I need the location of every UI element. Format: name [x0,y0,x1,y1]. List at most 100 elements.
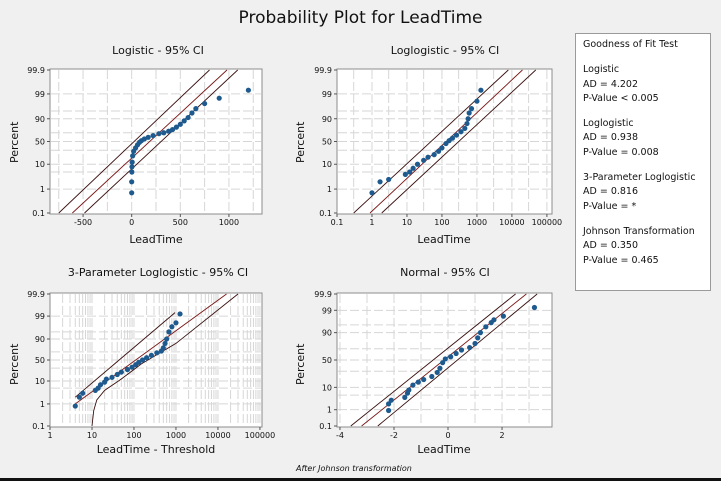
y-tick-label: 0.1 [319,422,332,431]
data-point [475,335,481,341]
x-tick-label: 10 [87,431,97,440]
data-point [72,403,78,409]
y-tick-label: 99 [322,306,332,315]
data-point [129,159,135,165]
window-border [0,478,721,481]
data-point [429,373,435,380]
y-tick-label: 90 [35,115,45,124]
legend-entry-name: Logistic [583,64,620,76]
y-tick-label: 90 [322,329,332,338]
data-point [154,350,160,356]
panel-title-loglogistic: Loglogistic - 95% CI [390,44,500,57]
x-tick-label: -4 [336,431,344,440]
x-tick-label: 500 [173,218,188,227]
data-point [97,382,104,388]
x-tick-label: 100 [126,431,141,440]
x-tick-label: 100000 [245,431,276,440]
data-point [377,179,383,185]
y-tick-label: 0.1 [32,209,45,218]
goodness-of-fit-legend: Goodness of Fit Test Logistic AD = 4.202… [575,33,711,291]
data-point [449,135,456,141]
x-axis-label-logistic: LeadTime [129,233,183,246]
data-point [160,345,166,351]
ci-upper-line [74,312,176,398]
data-point [202,100,208,107]
x-tick-label: 10 [402,218,412,227]
data-point [464,120,470,127]
main-title: Probability Plot for LeadTime [238,8,483,28]
data-point [129,169,135,175]
data-point [177,121,183,127]
data-point [421,376,427,383]
data-point [531,304,538,311]
legend-entry-pvalue: P-Value = 0.008 [583,146,659,158]
x-tick-label: 10000 [205,431,230,440]
data-point [477,330,484,336]
data-point [440,360,446,366]
data-point [385,407,392,414]
data-point [414,161,421,167]
x-tick-label: -2 [390,431,398,440]
data-point [500,313,506,319]
legend-title: Goodness of Fit Test [583,39,678,50]
data-point [145,134,151,140]
x-tick-label: 1 [369,218,374,227]
panel-title-3p-loglogistic: 3-Parameter Loglogistic - 95% CI [67,266,249,279]
data-point [462,125,468,131]
y-tick-label: 10 [322,160,332,169]
legend-entry-ad: AD = 0.938 [583,132,639,144]
data-point [453,350,459,357]
legend-entry-ad: AD = 0.350 [583,240,639,252]
legend-entry-pvalue: P-Value < 0.005 [583,92,659,104]
x-tick-label: -500 [74,218,92,227]
x-tick-label: 0 [445,431,450,440]
x-tick-label: 1000 [166,431,186,440]
legend-entry-name: 3-Parameter Loglogistic [583,172,696,184]
y-tick-label: 50 [35,138,45,147]
data-point [76,394,82,400]
data-point [161,130,167,136]
data-point [139,357,146,363]
y-tick-label: 10 [35,160,45,169]
data-point [442,356,448,362]
data-point [483,324,489,330]
y-tick-label: 0.1 [319,209,332,218]
y-tick-label: 99.9 [314,290,332,299]
data-point [369,190,375,196]
x-tick-label: 10000 [499,218,524,227]
ci-upper-line [381,69,537,214]
legend-entry-ad: AD = 0.816 [583,186,639,198]
data-point [103,376,109,382]
data-point [169,126,176,133]
data-point [448,354,454,360]
x-tick-label: 0.1 [331,218,344,227]
data-point [410,165,416,171]
data-point [162,340,168,347]
data-point [80,390,86,396]
panel-title-logistic: Logistic - 95% CI [112,44,204,57]
x-tick-label: 1000 [467,218,487,227]
x-axis-label-3p-loglogistic: LeadTime - Threshold [96,443,216,456]
panel-0: -500 0 500 1000 0.1 1 10 50 90 99 99.9 [27,66,263,227]
data-point [437,365,443,371]
data-point [109,374,115,380]
data-point [148,352,154,358]
data-point [434,369,440,376]
data-point [431,152,437,158]
data-point [136,359,142,365]
y-tick-label: 99 [35,90,45,99]
y-tick-label: 99.9 [27,290,45,299]
data-point [129,190,135,196]
data-point [425,154,431,160]
data-point [385,401,392,407]
y-tick-label: 0.1 [32,422,45,431]
data-point [216,95,222,101]
x-tick-label: 0 [129,218,134,227]
data-point [177,311,183,317]
data-point [173,320,179,326]
data-point [410,382,416,388]
data-point [144,355,150,361]
data-point [388,397,394,403]
data-point [189,110,195,116]
